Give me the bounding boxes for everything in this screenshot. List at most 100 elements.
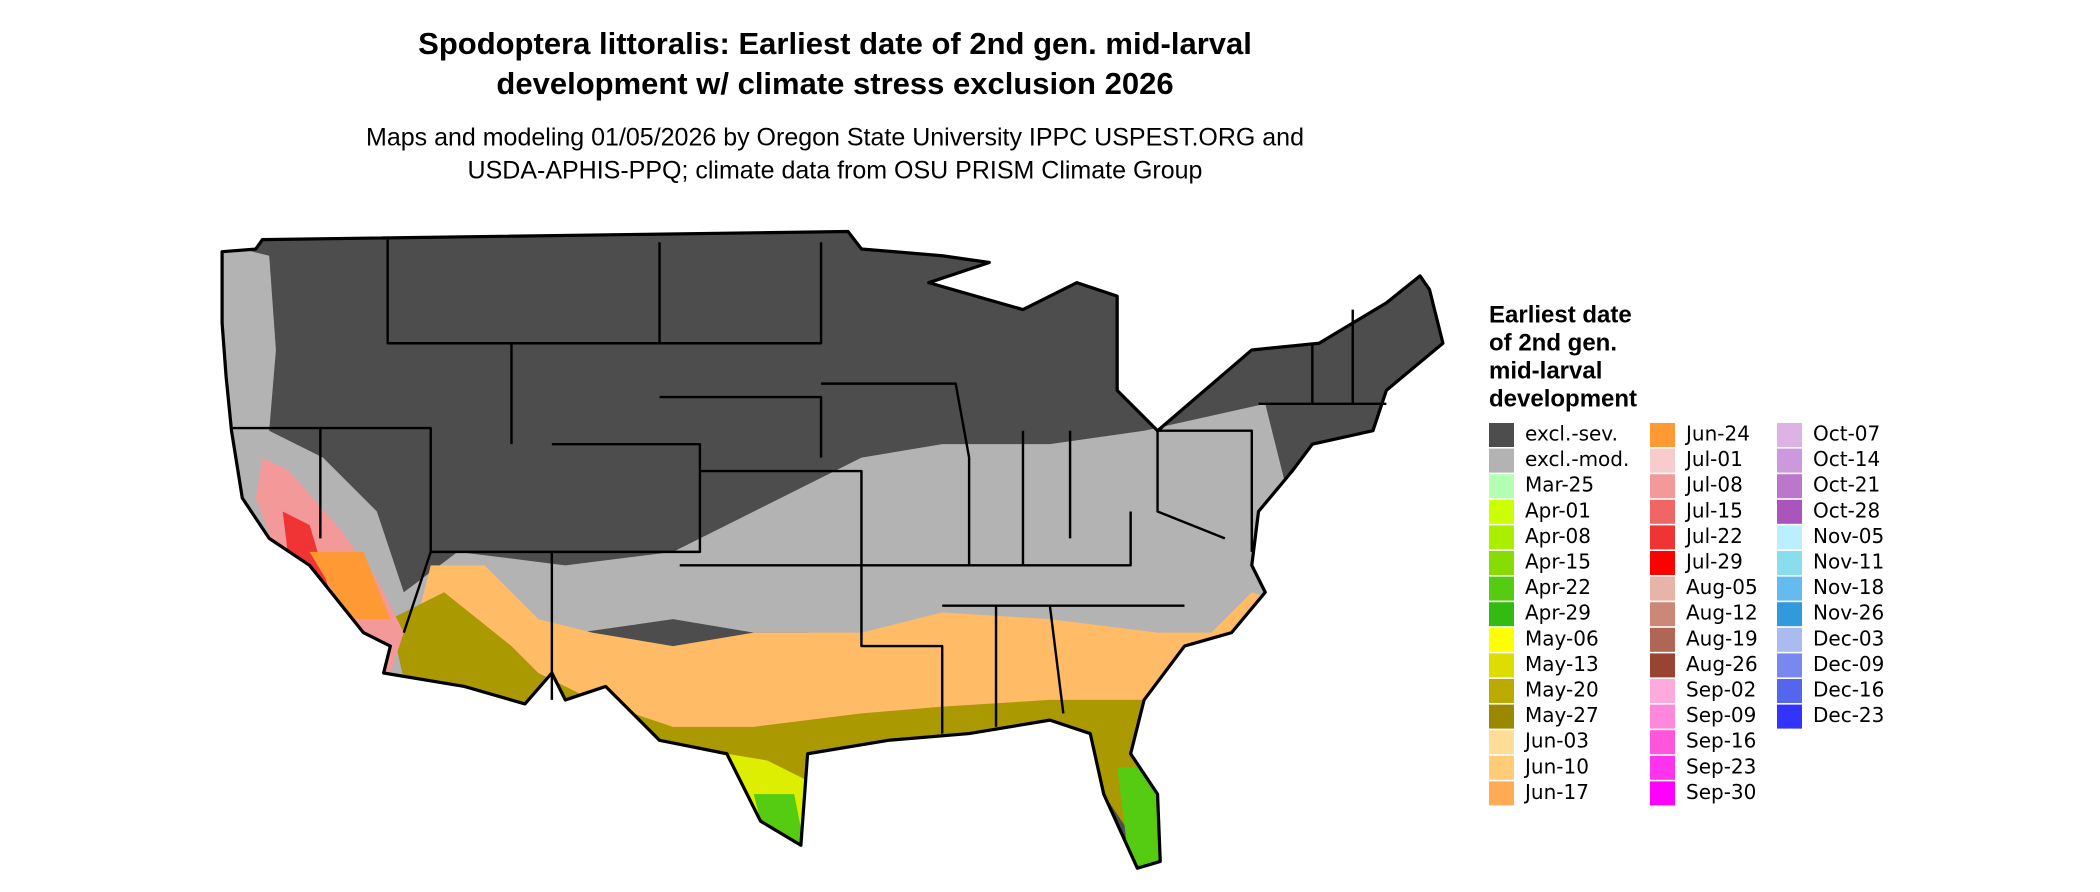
map [220,229,1445,870]
legend-swatch [1650,730,1675,755]
legend-swatch [1650,525,1675,550]
legend-swatch [1489,474,1514,499]
legend-swatch [1489,525,1514,550]
legend-swatch [1777,525,1802,550]
june-zone [309,551,391,620]
legend-swatch [1489,781,1514,806]
legend-label: Apr-01 [1525,498,1591,522]
legend-label: Jul-08 [1684,473,1743,497]
legend-swatch [1650,781,1675,806]
legend-label: Sep-23 [1686,754,1756,778]
legend-label: Nov-05 [1813,524,1884,548]
legend-swatch [1650,679,1675,703]
legend-label: Nov-18 [1813,575,1884,599]
legend-swatch [1777,704,1802,729]
legend-swatch [1489,423,1514,447]
country-border [220,229,1445,870]
legend-label: Aug-12 [1686,601,1758,625]
legend-swatch [1777,474,1802,499]
legend-swatch [1777,653,1802,678]
legend-label: Dec-09 [1813,652,1884,676]
legend: Earliest date of 2nd gen. mid-larval dev… [1489,301,1884,806]
legend-label: excl.-mod. [1525,447,1629,471]
april-zone [1117,767,1172,869]
legend-swatch [1650,576,1675,601]
legend-label: Dec-16 [1813,678,1884,702]
legend-label: Apr-29 [1525,601,1591,625]
legend-swatch [1777,679,1802,703]
legend-swatch [1489,551,1514,575]
may-zone [390,592,1158,869]
legend-label: May-20 [1525,678,1599,702]
legend-swatch [1489,679,1514,703]
legend-swatch [1650,602,1675,627]
legend-swatch [1650,704,1675,729]
legend-swatch [1777,627,1802,652]
legend-label: Jul-29 [1684,550,1743,574]
legend-label: Dec-23 [1813,703,1884,727]
legend-label: Sep-30 [1686,780,1756,804]
legend-swatch [1489,653,1514,678]
legend-label: Jun-03 [1523,729,1589,753]
legend-swatch [1489,755,1514,780]
legend-swatch [1650,627,1675,652]
legend-label: Jul-22 [1684,524,1743,548]
legend-title: development [1489,385,1637,412]
legend-label: Apr-22 [1525,575,1591,599]
legend-label: Aug-05 [1686,575,1758,599]
map-subtitle: USDA-APHIS-PPQ; climate data from OSU PR… [468,157,1203,185]
legend-label: Nov-26 [1813,601,1884,625]
legend-label: Aug-19 [1686,626,1758,650]
legend-label: Oct-07 [1813,422,1880,446]
legend-label: Nov-11 [1813,550,1884,574]
legend-swatch [1489,576,1514,601]
legend-label: May-13 [1525,652,1599,676]
legend-swatch [1777,551,1802,575]
legend-swatch [1489,499,1514,524]
legend-swatch [1489,627,1514,652]
legend-label: Sep-09 [1686,703,1756,727]
legend-swatch [1777,448,1802,473]
legend-swatch [1489,730,1514,755]
legend-label: Oct-21 [1813,473,1880,497]
legend-title: Earliest date [1489,301,1632,328]
map-subtitle: Maps and modeling 01/05/2026 by Oregon S… [366,124,1304,152]
legend-swatch [1650,755,1675,780]
legend-title: of 2nd gen. [1489,329,1617,356]
legend-label: May-27 [1525,703,1599,727]
legend-label: Jun-24 [1684,422,1750,446]
state-borders [232,239,1387,734]
legend-label: Dec-03 [1813,626,1884,650]
legend-label: Oct-28 [1813,498,1880,522]
legend-swatch [1489,704,1514,729]
legend-label: Apr-15 [1525,550,1591,574]
legend-swatch [1777,499,1802,524]
legend-label: Jul-15 [1684,498,1743,522]
legend-label: Aug-26 [1686,652,1758,676]
legend-label: excl.-sev. [1525,422,1618,446]
legend-swatch [1650,448,1675,473]
legend-swatch [1489,448,1514,473]
map-title: development w/ climate stress exclusion … [496,66,1173,101]
legend-label: Jun-17 [1523,780,1589,804]
legend-swatch [1777,423,1802,447]
legend-swatch [1777,602,1802,627]
legend-swatch [1489,602,1514,627]
legend-swatch [1650,653,1675,678]
legend-swatch [1650,551,1675,575]
legend-label: Sep-16 [1686,729,1756,753]
legend-label: Jul-01 [1684,447,1743,471]
map-title: Spodoptera littoralis: Earliest date of … [418,26,1252,61]
legend-label: May-06 [1525,626,1599,650]
legend-swatch [1777,576,1802,601]
legend-label: Sep-02 [1686,678,1756,702]
legend-swatch [1650,499,1675,524]
legend-title: mid-larval [1489,357,1602,384]
legend-label: Jun-10 [1523,754,1589,778]
legend-label: Oct-14 [1813,447,1880,471]
legend-swatch [1650,423,1675,447]
legend-swatch [1650,474,1675,499]
legend-label: Mar-25 [1525,473,1594,497]
legend-label: Apr-08 [1525,524,1591,548]
